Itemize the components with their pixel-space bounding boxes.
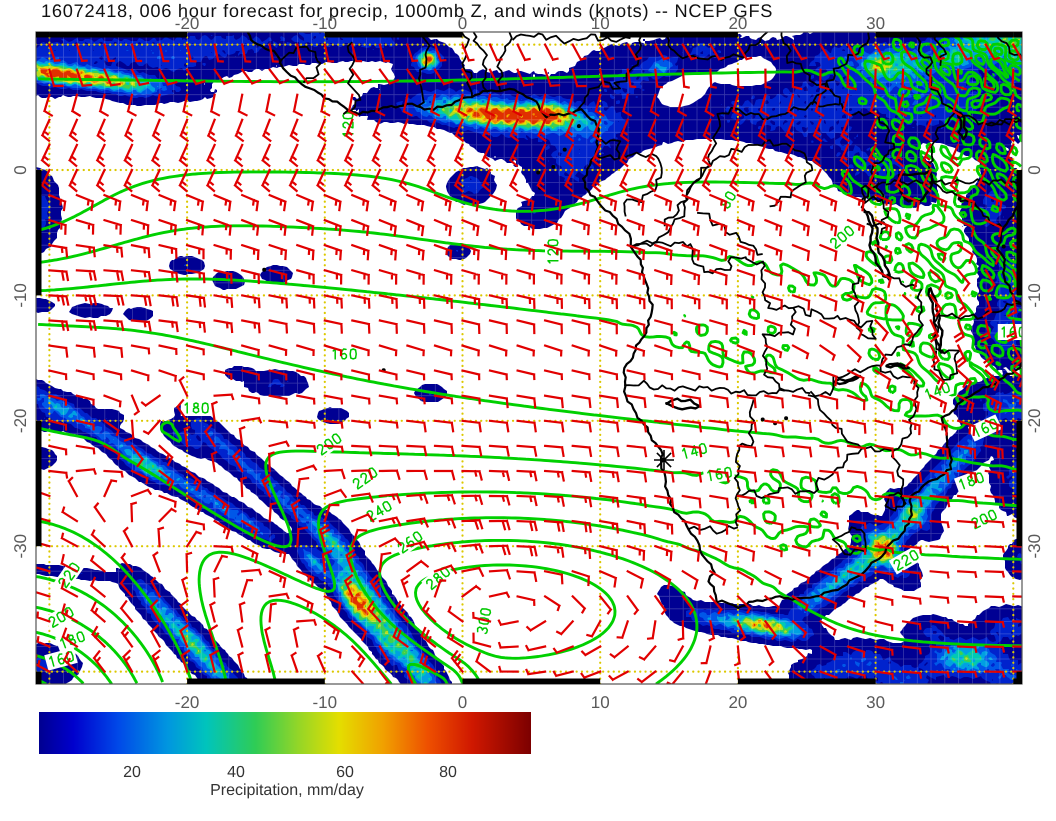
svg-text:10: 10 bbox=[591, 14, 610, 33]
svg-text:-10: -10 bbox=[1025, 283, 1044, 308]
svg-text:0: 0 bbox=[1025, 165, 1044, 174]
svg-text:0: 0 bbox=[458, 14, 467, 33]
svg-text:0: 0 bbox=[458, 693, 467, 712]
svg-text:-10: -10 bbox=[313, 693, 338, 712]
svg-text:20: 20 bbox=[123, 764, 141, 781]
svg-text:16072418, 006 hour forecast fo: 16072418, 006 hour forecast for precip, … bbox=[41, 1, 773, 21]
svg-text:-20: -20 bbox=[175, 14, 200, 33]
svg-text:10: 10 bbox=[591, 693, 610, 712]
svg-text:-20: -20 bbox=[11, 409, 30, 434]
svg-text:20: 20 bbox=[728, 14, 747, 33]
svg-text:60: 60 bbox=[336, 764, 354, 781]
svg-text:80: 80 bbox=[439, 764, 457, 781]
svg-text:30: 30 bbox=[866, 14, 885, 33]
svg-text:-20: -20 bbox=[175, 693, 200, 712]
svg-text:30: 30 bbox=[866, 693, 885, 712]
svg-text:0: 0 bbox=[11, 165, 30, 174]
svg-text:40: 40 bbox=[227, 764, 245, 781]
svg-text:-20: -20 bbox=[1025, 409, 1044, 434]
svg-text:-30: -30 bbox=[11, 534, 30, 559]
svg-text:-10: -10 bbox=[11, 283, 30, 308]
svg-text:Precipitation, mm/day: Precipitation, mm/day bbox=[210, 782, 364, 799]
svg-text:-30: -30 bbox=[1025, 534, 1044, 559]
svg-text:20: 20 bbox=[728, 693, 747, 712]
svg-text:-10: -10 bbox=[313, 14, 338, 33]
